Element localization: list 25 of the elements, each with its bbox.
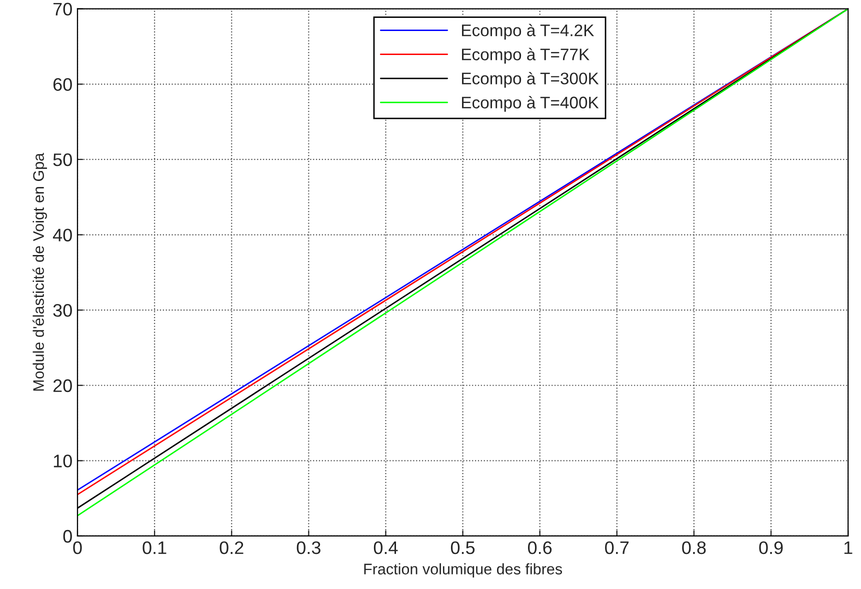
legend-label: Ecompo à T=400K bbox=[462, 96, 599, 112]
x-tick-label: 0.9 bbox=[759, 541, 783, 554]
y-tick-label: 70 bbox=[53, 2, 72, 16]
y-tick-label: 10 bbox=[54, 454, 72, 468]
x-axis-title: Fraction volumique des fibres bbox=[364, 563, 562, 578]
y-tick-label: 0 bbox=[63, 530, 72, 543]
x-tick-label: 1 bbox=[844, 542, 852, 554]
y-axis-title: Module d'élasticité de Voigt en Gpa bbox=[32, 152, 47, 391]
x-tick-label: 0 bbox=[73, 541, 82, 554]
x-tick-label: 0.5 bbox=[450, 541, 475, 554]
x-tick-label: 0.1 bbox=[142, 541, 166, 554]
x-tick-label: 0.4 bbox=[374, 541, 398, 554]
x-tick-label: 0.2 bbox=[220, 541, 244, 554]
y-tick-label: 40 bbox=[52, 228, 72, 242]
y-tick-label: 20 bbox=[53, 379, 72, 392]
y-tick-label: 30 bbox=[53, 304, 72, 317]
legend-label: Ecompo à T=300K bbox=[462, 72, 599, 88]
legend-label: Ecompo à T=77K bbox=[462, 48, 590, 64]
x-tick-label: 0.7 bbox=[605, 541, 629, 554]
y-tick-label: 60 bbox=[53, 78, 72, 91]
x-tick-label: 0.6 bbox=[528, 541, 552, 554]
legend-label: Ecompo à T=4.2K bbox=[462, 24, 594, 40]
y-tick-label: 50 bbox=[53, 153, 72, 166]
x-tick-label: 0.3 bbox=[296, 541, 320, 554]
x-tick-label: 0.8 bbox=[682, 541, 706, 554]
